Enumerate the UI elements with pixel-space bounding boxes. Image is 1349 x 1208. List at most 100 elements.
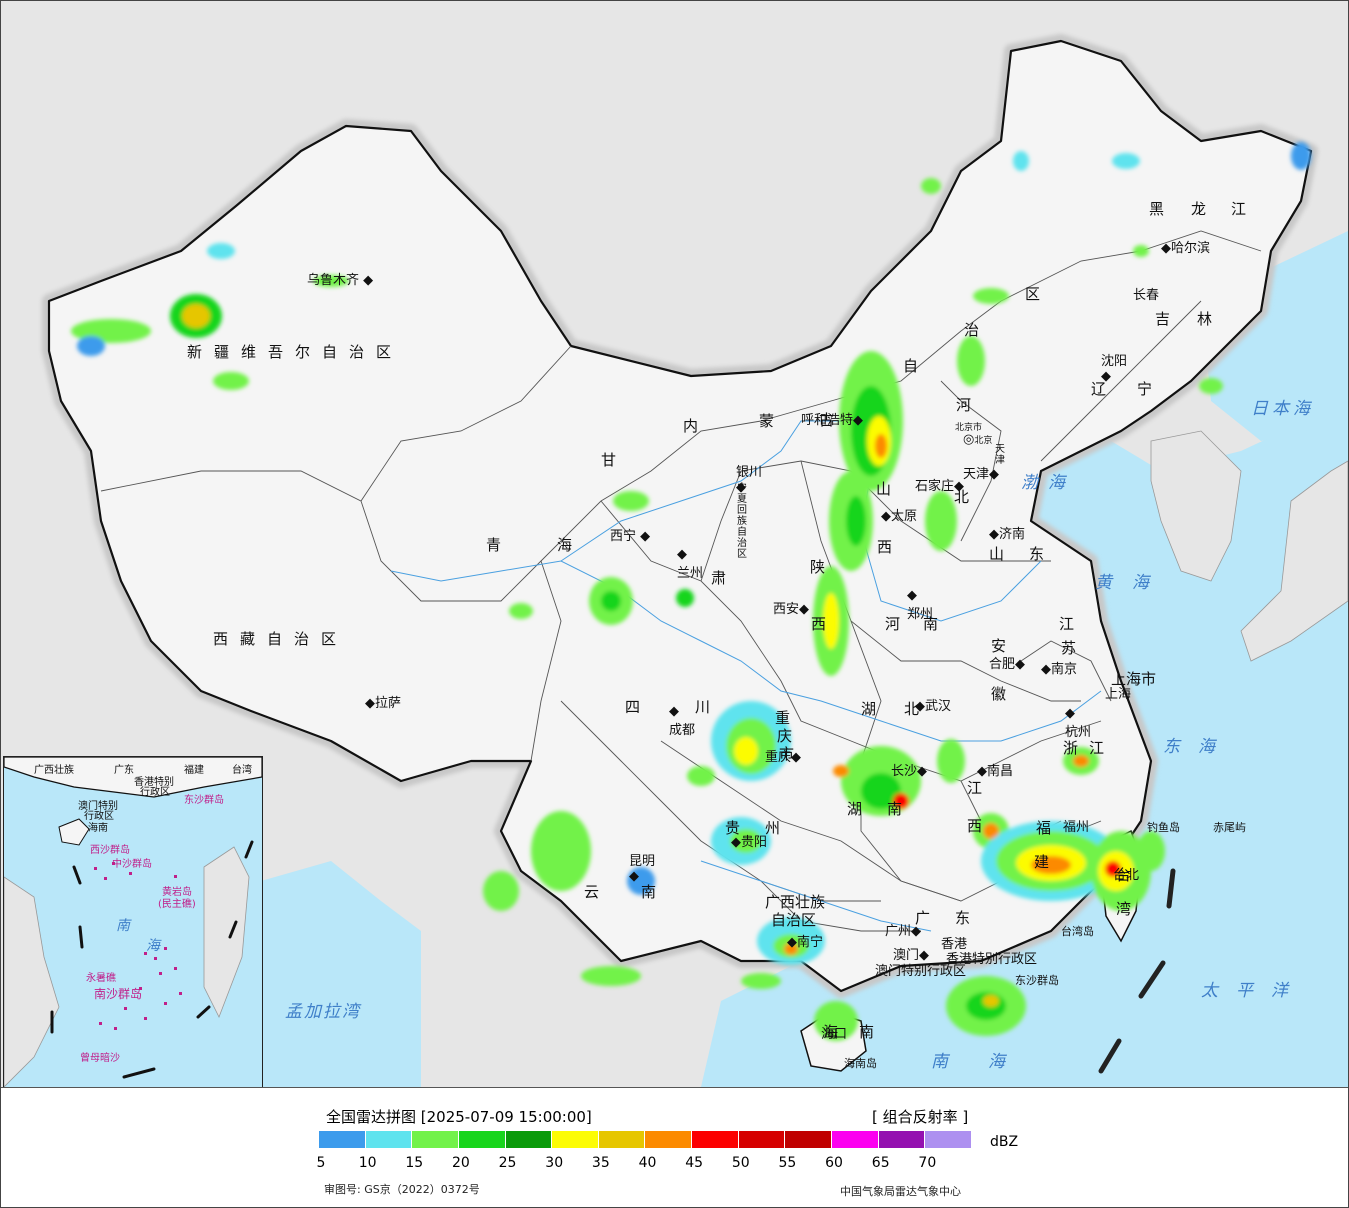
label-xinjiang: 新疆维吾尔自治区: [187, 343, 404, 361]
city-guangzhou: 广州◆: [885, 924, 922, 939]
inset-svg: [4, 757, 262, 1087]
city-taiyuan: ◆太原: [881, 509, 918, 524]
label-qinghai-2: 海: [557, 536, 585, 554]
city-chengdu: ◆ 成都: [669, 704, 696, 738]
city-taipei: 台北: [1113, 868, 1140, 883]
inset-label-fujian: 福建: [184, 765, 204, 776]
legend-swatch-4: [505, 1131, 553, 1148]
bay-of-bengal-area: [261, 861, 421, 1087]
producer-label: 中国气象局雷达气象中心: [840, 1185, 961, 1198]
review-number: 审图号: GS京（2022）0372号: [324, 1183, 480, 1196]
label-sichuan-2: 川: [695, 698, 723, 716]
label-shanghai-shi: 上海市: [1111, 670, 1157, 688]
label-jiangxi-1: 江: [967, 779, 995, 797]
legend-swatch-7: [645, 1131, 693, 1148]
label-heilongjiang-1: 黑: [1149, 200, 1177, 218]
label-guangxi-2: 自治区: [771, 911, 817, 929]
sea-pacific: 太平洋: [1201, 981, 1306, 1001]
legend-swatch-8: [692, 1131, 739, 1148]
label-henan-1: 河: [885, 615, 913, 633]
legend-tick-6: 35: [591, 1155, 610, 1171]
city-changchun: 长春: [1133, 288, 1160, 303]
inset-label-macao-2: 行政区: [84, 811, 114, 822]
label-liaoning-1: 辽: [1091, 380, 1119, 398]
label-shanxi-1: 山: [876, 480, 904, 498]
legend-swatch-10: [785, 1131, 833, 1148]
china-land: [47, 39, 1313, 993]
label-tianjin-shi: 天津: [995, 444, 1005, 466]
city-beijing: ◎北京: [963, 432, 993, 447]
city-shanghai: 上海: [1105, 687, 1132, 702]
legend-swatch-6: [598, 1131, 646, 1148]
legend-tick-3: 20: [452, 1155, 470, 1171]
sea-donghai: 东海: [1163, 737, 1233, 757]
legend-product: [ 组合反射率 ]: [872, 1108, 969, 1126]
label-jiangsu-1: 江: [1059, 615, 1087, 633]
legend-swatch-2: [412, 1131, 459, 1148]
city-xian: 西安◆: [773, 602, 810, 617]
city-nanning: ◆南宁: [787, 935, 824, 950]
label-jiangxi-2: 西: [967, 817, 995, 835]
city-chongqing: 重庆◆: [765, 750, 802, 765]
label-shandong-2: 东: [1029, 545, 1057, 563]
label-gansu-1: 甘: [601, 451, 629, 469]
city-shenyang: 沈阳 ◆: [1101, 354, 1128, 384]
legend-tick-0: 5: [316, 1155, 326, 1171]
label-neimenggu-3: 古: [819, 411, 847, 429]
label-beijing-shi: 北京市: [955, 423, 983, 433]
inset-label-zengmu: 曾母暗沙: [80, 1053, 120, 1064]
city-jinan: ◆济南: [989, 527, 1026, 542]
legend-swatch-3: [458, 1131, 506, 1148]
label-jiangsu-2: 苏: [1061, 639, 1089, 657]
label-guangdong-1: 广: [915, 909, 943, 927]
label-neimenggu-2: 蒙: [759, 412, 787, 430]
label-yunnan-1: 云: [584, 883, 612, 901]
city-hohhot: 呼和浩特◆: [801, 413, 864, 428]
label-zhejiang-1: 浙: [1063, 739, 1091, 757]
legend-tick-8: 45: [685, 1155, 704, 1171]
label-xizang: 西藏自治区: [213, 630, 349, 648]
label-gansu-2: 肃: [711, 569, 739, 587]
island-chiwei: 赤尾屿: [1213, 821, 1246, 834]
inset-label-yongshu: 永暑礁: [86, 973, 116, 984]
city-kunming: 昆明 ◆: [629, 854, 656, 884]
label-neimenggu-1: 内: [683, 417, 711, 435]
island-hainan: 海南岛: [844, 1057, 877, 1070]
label-hainan-1: 海: [823, 1023, 851, 1041]
label-hebei-2: 北: [954, 488, 982, 506]
south-china-sea-inset: 广西壮族 广东 福建 台湾 香港特别 行政区 澳门特别 行政区 东沙群岛 海南 …: [3, 756, 263, 1087]
city-changsha: 长沙◆: [891, 764, 928, 779]
legend-color-bar: [319, 1131, 972, 1148]
sea-bohai: 渤海: [1021, 473, 1075, 493]
city-zhengzhou: ◆ 郑州: [907, 588, 934, 622]
inset-label-nansha: 南沙群岛: [94, 987, 143, 1001]
legend-tick-7: 40: [638, 1155, 657, 1171]
city-nanchang: ◆南昌: [977, 764, 1014, 779]
inset-label-taiwan: 台湾: [232, 765, 252, 776]
label-shanxi-2: 西: [877, 538, 905, 556]
city-hongkong: 香港: [941, 937, 968, 952]
legend-tick-9: 50: [731, 1155, 750, 1171]
island-taiwan: 台湾岛: [1061, 925, 1094, 938]
label-liaoning-2: 宁: [1137, 380, 1165, 398]
label-heilongjiang-3: 江: [1231, 200, 1259, 218]
label-hebei-1: 河: [956, 396, 984, 414]
inset-label-macao-1: 澳门特别: [78, 801, 118, 812]
legend-swatch-12: [878, 1131, 926, 1148]
korea-land: [1150, 430, 1242, 582]
radar-map-panel: 新疆维吾尔自治区 西藏自治区 青 海 甘 肃 内 蒙 古 自 治 区 黑 龙 江…: [1, 1, 1348, 1088]
legend-swatch-0: [319, 1131, 366, 1148]
label-hunan-1: 湖: [847, 800, 875, 818]
label-neimenggu-5: 治: [964, 321, 992, 339]
label-qinghai-1: 青: [486, 536, 514, 554]
city-haikou: 海口: [821, 1027, 848, 1042]
label-hainan-2: 南: [859, 1023, 887, 1041]
label-shandong-1: 山: [989, 545, 1017, 563]
inset-label-guangxi: 广西壮族: [34, 765, 74, 776]
label-guangdong-2: 东: [955, 909, 983, 927]
city-yinchuan: 银川 ◆: [736, 465, 763, 495]
legend-tick-13: 70: [918, 1155, 937, 1171]
inset-label-hainan: 海南: [88, 823, 108, 834]
island-dongsha: 东沙群岛: [1015, 974, 1059, 987]
legend-tick-12: 65: [871, 1155, 890, 1171]
